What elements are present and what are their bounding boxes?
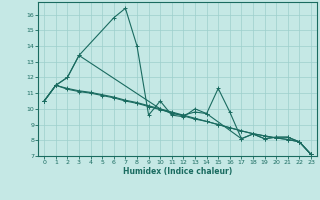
X-axis label: Humidex (Indice chaleur): Humidex (Indice chaleur)	[123, 167, 232, 176]
